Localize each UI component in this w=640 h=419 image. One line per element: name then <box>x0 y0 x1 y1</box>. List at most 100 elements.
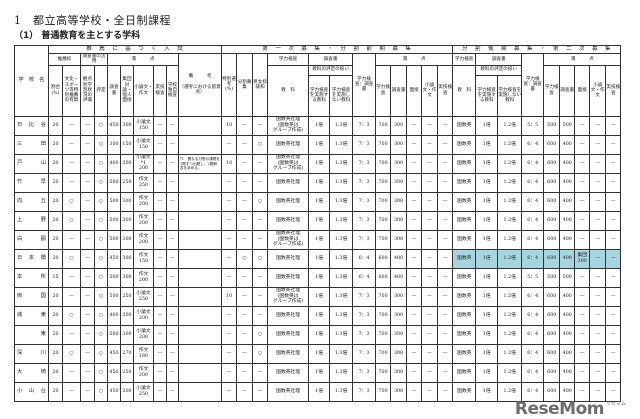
table-cell: — <box>605 134 622 155</box>
table-cell: 300 <box>390 286 408 307</box>
table-cell <box>177 343 223 364</box>
table-cell: — <box>221 343 238 364</box>
table-cell: 作文 200 <box>133 191 154 212</box>
table-cell: 1倍 <box>308 191 331 212</box>
table-cell: *1 異なる分野の課題を1題ずつ出題し、2題解答を求める。 <box>177 153 223 174</box>
table-cell: 1倍 <box>308 153 331 174</box>
table-cell: ○ <box>94 153 108 174</box>
table-cell <box>177 172 223 193</box>
table-cell: 国数英社理 <box>267 210 310 231</box>
table-cell: 作文 200 <box>133 229 154 250</box>
table-cell: — <box>153 115 167 136</box>
table-cell: — <box>406 305 423 326</box>
school-name: 上 野 <box>14 210 49 231</box>
table-cell: — <box>166 305 179 326</box>
table-cell: — <box>437 362 454 383</box>
table-cell: — <box>236 153 254 174</box>
table-cell: 20 <box>48 134 63 155</box>
table-cell: — <box>80 115 95 136</box>
table-cell: — <box>252 267 269 288</box>
school-name: 深 川 <box>14 343 49 364</box>
table-cell: 1.3倍 <box>329 153 354 174</box>
table-cell: 500 <box>107 210 121 231</box>
table-cell: 500 <box>107 229 121 250</box>
table-cell: 600 <box>543 248 561 269</box>
table-cell: — <box>589 115 607 136</box>
table-cell: — <box>406 153 423 174</box>
table-cell: 7：3 <box>352 191 377 212</box>
table-cell: 400 <box>390 267 408 288</box>
table-cell: — <box>236 381 254 402</box>
table-cell: 1.3倍 <box>329 172 354 193</box>
table-cell: 600 <box>543 343 561 364</box>
header-suisen: 推 薦 に 基 づ く 入 試 <box>47 45 223 54</box>
table-cell: 250 <box>120 172 134 193</box>
table-cell: ○ <box>236 248 254 269</box>
table-cell: — <box>236 362 254 383</box>
table-cell: 国数英 <box>452 134 477 155</box>
table-cell <box>177 191 223 212</box>
table-cell: — <box>421 172 439 193</box>
table-cell: — <box>574 362 591 383</box>
table-cell: 6：4 <box>521 191 545 212</box>
table-row: 深 川 20 ○ — ○ 450 270 作文 180— — — — ○ 国数英社理 1倍 1.3倍 7：3 7… <box>14 343 622 364</box>
table-cell: — <box>252 381 269 402</box>
table-cell: — <box>406 210 423 231</box>
school-name: 東 <box>14 324 49 345</box>
header-suisen-waku: 推薦枠 <box>48 53 81 66</box>
table-cell: 10 <box>221 115 238 136</box>
table-cell: — <box>574 134 591 155</box>
table-cell: — <box>421 381 439 402</box>
table-cell: — <box>589 248 607 269</box>
table-cell: 6：4 <box>521 210 545 231</box>
table-cell: 1倍 <box>475 324 499 345</box>
header-jisshi-shinai-1: 学力検査を実施しない教科 <box>329 74 354 117</box>
table-cell: — <box>589 191 607 212</box>
table-cell: 600 <box>543 362 561 383</box>
table-cell: 1倍 <box>308 172 331 193</box>
table-cell: 6：4 <box>521 362 545 383</box>
table-cell: 15 <box>48 267 63 288</box>
table-cell: — <box>236 191 254 212</box>
table-cell: 1.3倍 <box>329 305 354 326</box>
table-cell: ○ <box>252 248 269 269</box>
header-jitsugi-1: 実技検査 <box>437 64 454 117</box>
table-cell <box>177 267 223 288</box>
table-cell: 500 <box>559 267 576 288</box>
table-cell: 国数英 <box>452 210 477 231</box>
table-cell: — <box>62 229 81 250</box>
table-cell: — <box>153 191 167 212</box>
table-cell: 450 <box>107 115 121 136</box>
table-cell: — <box>62 324 81 345</box>
table-cell: 1.2倍 <box>497 267 523 288</box>
table-cell: 400 <box>559 229 576 250</box>
table-cell: — <box>252 172 269 193</box>
table-cell: — <box>406 115 423 136</box>
table-cell: — <box>574 210 591 231</box>
table-cell: 6：4 <box>521 343 545 364</box>
table-cell: 国数英社理 <box>267 343 310 364</box>
table-cell: 1倍 <box>308 267 331 288</box>
table-row: 竹 早 20— — ○ 500 250 作文 250— — — — — 国数英社理 1倍 1.3倍 7：3 7… <box>14 172 622 193</box>
table-cell: 7：3 <box>352 343 377 364</box>
table-cell: — <box>62 115 81 136</box>
table-cell: — <box>166 172 179 193</box>
table-cell: — <box>437 134 454 155</box>
table-cell: — <box>153 324 167 345</box>
table-cell: — <box>574 343 591 364</box>
table-cell: — <box>406 286 423 307</box>
table-cell: 国数英社理 (国数英は グループ作成) <box>267 229 310 250</box>
table-cell: — <box>236 324 254 345</box>
table-cell: — <box>252 305 269 326</box>
table-cell: 300 <box>120 191 134 212</box>
table-cell: — <box>605 305 622 326</box>
table-cell: 1.3倍 <box>329 248 354 269</box>
header-hyoutei-atsukai-2: 教科の評定の扱い <box>475 64 523 76</box>
table-cell: — <box>252 286 269 307</box>
table-cell: — <box>62 286 81 307</box>
table-cell: 300 <box>120 210 134 231</box>
table-cell: 300 <box>390 343 408 364</box>
table-cell: 6：4 <box>352 267 377 288</box>
table-cell: 300 <box>390 229 408 250</box>
table-cell: 300 <box>390 381 408 402</box>
